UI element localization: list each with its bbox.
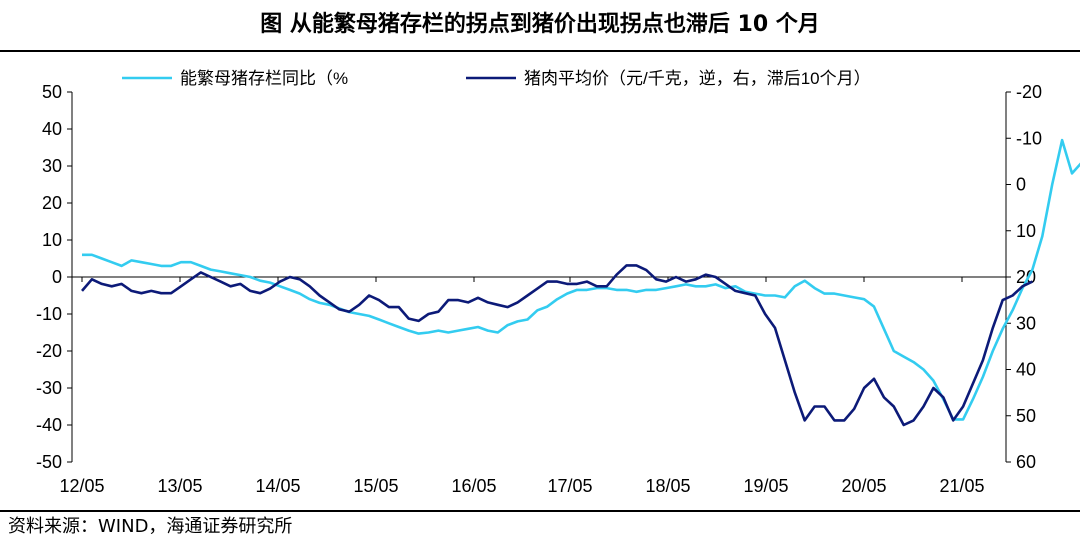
series-line-pork-price: [81, 264, 1033, 427]
title-rule: [0, 50, 1080, 52]
left-y-tick-label: 30: [42, 156, 62, 176]
x-tick-label: 19/05: [743, 476, 788, 496]
right-y-tick-label: 50: [1016, 406, 1036, 426]
right-y-tick-label: 60: [1016, 452, 1036, 472]
right-y-tick-label: 40: [1016, 360, 1036, 380]
series-line-sow-inventory-yoy: [82, 138, 1080, 421]
left-y-tick-label: -40: [36, 415, 62, 435]
left-y-tick-label: 20: [42, 193, 62, 213]
right-y-tick-label: -20: [1016, 82, 1042, 102]
x-tick-label: 18/05: [645, 476, 690, 496]
left-y-tick-label: 10: [42, 230, 62, 250]
right-y-tick-label: 0: [1016, 175, 1026, 195]
x-tick-label: 16/05: [451, 476, 496, 496]
left-y-tick-label: -50: [36, 452, 62, 472]
source-rule: [0, 510, 1080, 512]
left-y-tick-label: 40: [42, 119, 62, 139]
x-tick-label: 17/05: [547, 476, 592, 496]
source-note: 资料来源：WIND，海通证券研究所: [8, 516, 293, 537]
left-y-tick-label: -10: [36, 304, 62, 324]
left-y-tick-label: -20: [36, 341, 62, 361]
chart-title: 图 从能繁母猪存栏的拐点到猪价出现拐点也滞后 10 个月: [260, 12, 820, 37]
x-tick-label: 14/05: [255, 476, 300, 496]
legend-sow-inventory-label: 能繁母猪存栏同比（%: [180, 69, 348, 88]
right-y-tick-label: 10: [1016, 221, 1036, 241]
left-y-tick-label: -30: [36, 378, 62, 398]
x-tick-label: 21/05: [939, 476, 984, 496]
x-tick-label: 15/05: [353, 476, 398, 496]
legend-pork-price-label: 猪肉平均价（元/千克，逆，右，滞后10个月）: [524, 69, 871, 88]
x-tick-label: 20/05: [841, 476, 886, 496]
left-y-tick-label: 50: [42, 82, 62, 102]
right-y-tick-label: -10: [1016, 128, 1042, 148]
x-tick-label: 12/05: [59, 476, 104, 496]
right-y-tick-label: 30: [1016, 313, 1036, 333]
x-tick-label: 13/05: [157, 476, 202, 496]
left-y-tick-label: 0: [52, 267, 62, 287]
